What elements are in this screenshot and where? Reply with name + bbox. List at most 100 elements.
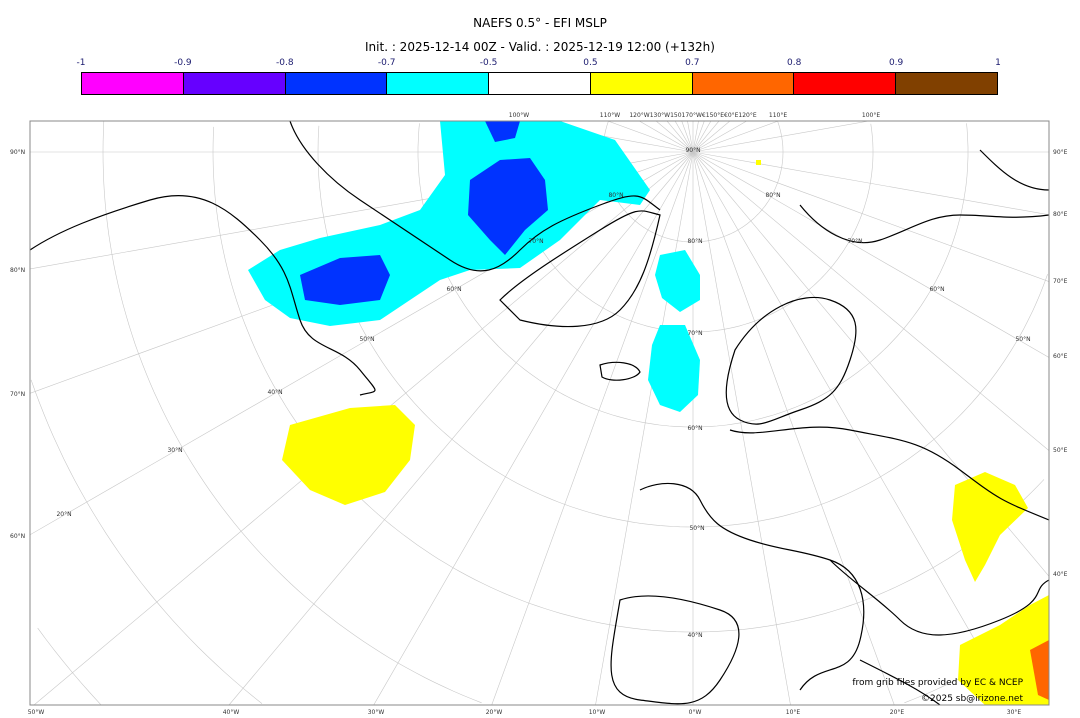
coordinate-label: 100°E [862,112,880,119]
coordinate-label: 90°N [685,147,700,154]
colorbar-segment [82,73,184,94]
meridian-line [692,121,747,153]
meridian-line [681,121,694,153]
parallel-line [30,379,263,704]
meridian-line [607,121,694,153]
meridian-line [373,151,694,705]
coordinate-label: 110°W [600,112,620,119]
parallel-line [212,126,1045,633]
colorbar-label: -0.9 [174,58,192,68]
coordinate-label: 60°E [1053,353,1068,360]
meridian-line [674,121,694,153]
meridian-line [228,151,694,705]
coordinate-label: 80°N [608,192,623,199]
coordinate-label: 20°N [56,511,71,518]
coordinate-label: 50°E [1053,447,1068,454]
map-frame [29,120,1050,706]
colorbar-label: 1 [995,58,1001,68]
coordinate-label: 80°N [10,267,25,274]
parallel-line [37,627,101,705]
coordinate-label: 50°N [359,336,374,343]
parallel-line [102,121,482,704]
colorbar-label: 0.7 [685,58,700,68]
coordinate-label: 120°W130°W150170°W€150°E€0°E120°E [629,112,757,119]
map-subtitle: Init. : 2025-12-14 00Z - Valid. : 2025-1… [365,40,715,54]
coordinate-label: 60°N [929,286,944,293]
coordinate-label: 50°W [28,709,45,716]
colorbar-segment [183,73,286,94]
efi-anomalies [248,121,1049,705]
colorbar-segment [285,73,388,94]
copyright: ©2025 sb@irizone.net [921,694,1023,704]
anomaly-blue-north [485,121,520,142]
coordinate-label: 50°N [689,525,704,532]
coordinate-label: 80°N [687,238,702,245]
graticule-labels: 90°N 80°N 70°N 60°N 90°E 80°E 70°E 60°E 50°E 40°E… [10,112,1068,716]
meridian-line [692,151,1049,451]
coordinate-label: 60°N [446,286,461,293]
anomaly-blue-baffin [468,158,548,255]
colorbar-label: 0.9 [888,58,904,68]
coordinate-label: 40°N [687,632,702,639]
coordinate-label: 80°E [1053,211,1068,218]
coordinate-label: 30°W [368,709,385,716]
colorbar-label: 0.8 [787,58,802,68]
anomaly-orange-southeast [1030,640,1049,700]
coordinate-label: 100°W [509,112,529,119]
colorbar-label: -1 [76,58,86,68]
map-title: NAEFS 0.5° - EFI MSLP [473,16,607,30]
coordinate-label: 30°N [167,447,182,454]
meridian-line [666,121,694,153]
colorbar-segment [590,73,693,94]
coordinate-label: 90°E [1053,149,1068,156]
meridian-line [692,151,1049,216]
coordinate-label: 70°N [528,238,543,245]
anomaly-blue-labrador [300,255,390,305]
meridian-line [692,121,720,153]
anomaly-yellow-southeast [958,595,1049,705]
coordinate-label: 40°W [223,709,240,716]
anomaly-yellow-arctic [756,160,761,165]
coordinate-label: 10°W [589,709,606,716]
source-credit: from grib files provided by EC & NCEP [852,678,1023,688]
anomaly-yellow-russia [952,472,1028,582]
coordinate-label: 110°E [769,112,787,119]
meridian-line [692,151,1013,705]
meridian-line [687,121,694,153]
colorbar-label: -0.5 [479,58,498,68]
meridian-line [692,121,731,153]
coastlines [30,121,1049,705]
colorbar-label: 0.5 [583,58,598,68]
anomaly-cyan-iceland-east [648,325,700,412]
meridian-line [692,121,779,153]
parallel-line [966,123,969,152]
coordinate-label: 50°N [1015,336,1030,343]
colorbar-segment [692,73,795,94]
anomaly-cyan-norway-sea [655,250,700,312]
coordinate-label: 70°N [687,330,702,337]
colorbar-segment [896,73,998,94]
meridian-line [692,121,699,153]
colorbar-label: -0.7 [377,58,396,68]
meridian-line [692,121,712,153]
coordinate-label: 70°E [1053,278,1068,285]
meridian-line [692,121,869,153]
coordinate-label: 70°N [847,238,862,245]
meridian-line [639,121,694,153]
coordinate-label: 20°W [486,709,503,716]
coordinate-label: 80°N [765,192,780,199]
coordinate-label: 60°N [10,533,25,540]
meridian-line [692,151,791,705]
coordinate-label: 60°N [687,425,702,432]
coordinate-label: 0°W [689,709,702,716]
colorbar-segment [794,73,897,94]
meridian-line [595,151,694,705]
coordinate-label: 40°N [267,389,282,396]
coordinate-label: 10°E [786,709,801,716]
colorbar-label: -0.8 [275,58,294,68]
coordinate-label: 20°E [890,709,905,716]
meridian-line [692,151,1049,282]
parallel-line [870,123,874,152]
meridian-line [655,121,694,153]
